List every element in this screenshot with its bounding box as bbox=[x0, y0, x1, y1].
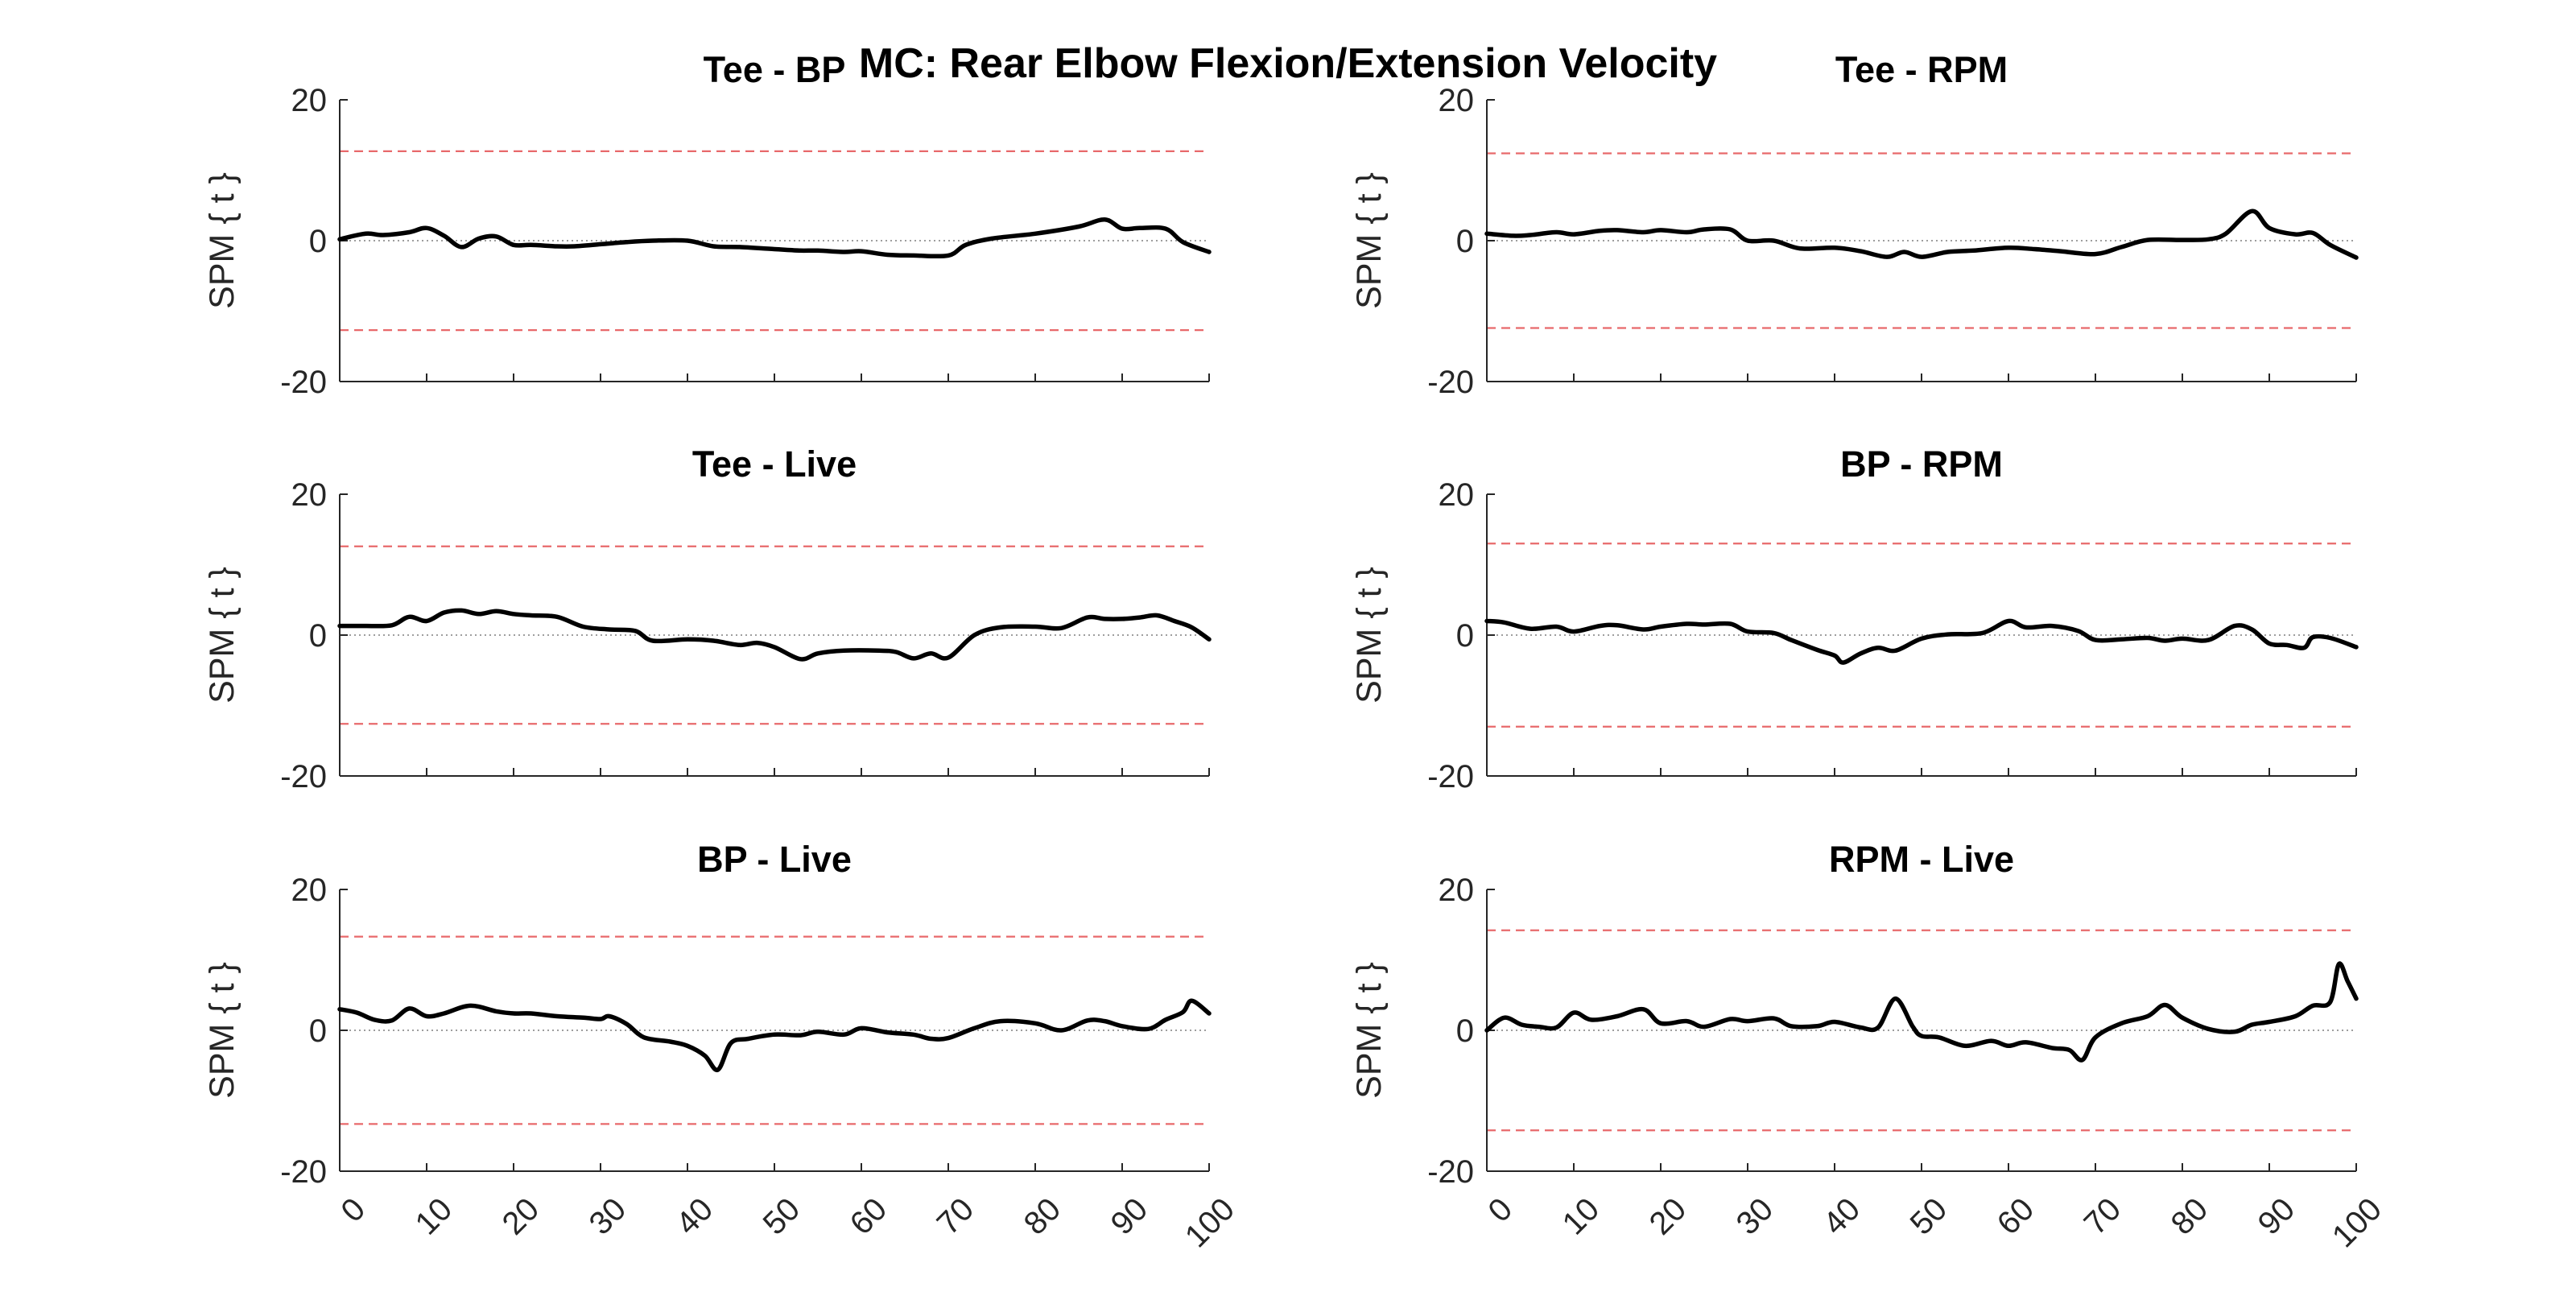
x-tick-label: 100 bbox=[2326, 1191, 2388, 1254]
y-tick-label: 20 bbox=[1439, 83, 1475, 118]
y-tick-label: -20 bbox=[1427, 759, 1474, 794]
x-tick-label: 70 bbox=[931, 1191, 981, 1242]
y-axis-label: SPM { t } bbox=[203, 172, 242, 309]
spm-curve bbox=[337, 217, 1212, 259]
y-tick-label: -20 bbox=[280, 759, 327, 794]
x-tick-label: 30 bbox=[1730, 1191, 1781, 1242]
panel-title: Tee - BP bbox=[704, 49, 846, 90]
y-tick-label: 0 bbox=[1456, 224, 1474, 259]
x-tick-label: 80 bbox=[2165, 1191, 2215, 1242]
x-tick-label: 50 bbox=[1904, 1191, 1955, 1242]
y-axis-label: SPM { t } bbox=[1350, 962, 1389, 1099]
figure-title: MC: Rear Elbow Flexion/Extension Velocit… bbox=[859, 40, 1717, 87]
chart-panel-4: BP - RPM -20 0 20 SPM { t } bbox=[1350, 444, 2359, 794]
y-tick-label: 0 bbox=[309, 1013, 327, 1049]
spm-curve bbox=[337, 998, 1212, 1072]
y-tick-label: 0 bbox=[309, 618, 327, 654]
x-tick-label: 20 bbox=[1643, 1191, 1694, 1242]
panel-title: BP - Live bbox=[697, 839, 852, 880]
x-tick-label: 100 bbox=[1179, 1191, 1241, 1254]
panel-title: BP - RPM bbox=[1840, 444, 2003, 485]
x-tick-label: 10 bbox=[1556, 1191, 1607, 1242]
chart-panel-3: Tee - Live -20 0 20 SPM { t } bbox=[203, 444, 1212, 794]
y-axis-label: SPM { t } bbox=[203, 567, 242, 704]
y-axis-label: SPM { t } bbox=[203, 962, 242, 1099]
x-tick-label: 60 bbox=[844, 1191, 894, 1242]
spm-curve bbox=[1484, 208, 2359, 260]
panel-title: Tee - RPM bbox=[1835, 49, 2008, 90]
x-tick-label: 90 bbox=[2252, 1191, 2302, 1242]
x-tick-label: 70 bbox=[2078, 1191, 2128, 1242]
panel-title: Tee - Live bbox=[692, 444, 857, 485]
y-tick-label: 20 bbox=[291, 477, 328, 513]
y-axis-label: SPM { t } bbox=[1350, 172, 1389, 309]
x-tick-label: 40 bbox=[670, 1191, 720, 1242]
y-tick-label: 20 bbox=[1439, 477, 1475, 513]
spm-curve bbox=[1484, 961, 2359, 1063]
chart-panel-1: Tee - BP -20 0 20 SPM { t } bbox=[203, 49, 1212, 400]
y-tick-label: 20 bbox=[291, 83, 328, 118]
x-tick-label: 50 bbox=[757, 1191, 807, 1242]
spm-curve bbox=[1484, 618, 2359, 665]
x-tick-label: 10 bbox=[409, 1191, 460, 1242]
panel-title: RPM - Live bbox=[1829, 839, 2014, 880]
chart-panel-2: Tee - RPM -20 0 20 SPM { t } bbox=[1350, 49, 2359, 400]
y-tick-label: -20 bbox=[1427, 1154, 1474, 1190]
y-tick-label: 20 bbox=[1439, 873, 1475, 908]
y-tick-label: 0 bbox=[1456, 1013, 1474, 1049]
x-tick-label: 60 bbox=[1991, 1191, 2041, 1242]
x-tick-label: 90 bbox=[1104, 1191, 1155, 1242]
y-tick-label: -20 bbox=[1427, 365, 1474, 400]
y-tick-label: 20 bbox=[291, 873, 328, 908]
spm-curve bbox=[337, 608, 1212, 662]
x-tick-label: 0 bbox=[334, 1191, 372, 1229]
y-tick-label: 0 bbox=[309, 224, 327, 259]
x-tick-label: 40 bbox=[1817, 1191, 1868, 1242]
x-tick-label: 80 bbox=[1018, 1191, 1068, 1242]
x-tick-label: 20 bbox=[496, 1191, 547, 1242]
y-tick-label: -20 bbox=[280, 365, 327, 400]
x-tick-label: 0 bbox=[1481, 1191, 1519, 1229]
y-axis-label: SPM { t } bbox=[1350, 567, 1389, 704]
y-tick-label: 0 bbox=[1456, 618, 1474, 654]
x-tick-label: 30 bbox=[583, 1191, 634, 1242]
y-tick-label: -20 bbox=[280, 1154, 327, 1190]
